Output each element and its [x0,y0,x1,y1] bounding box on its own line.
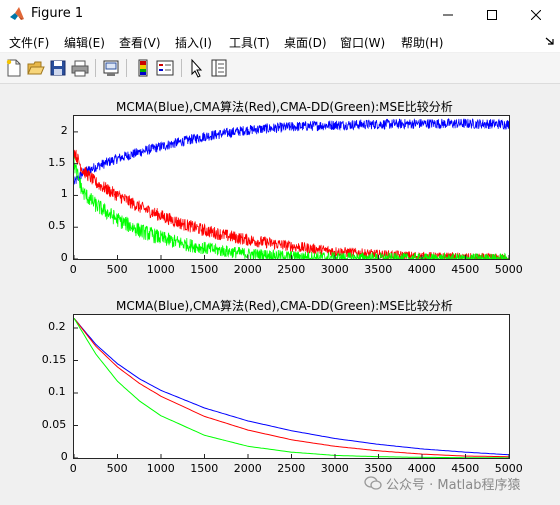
minimize-button[interactable] [426,0,470,30]
x-tick-label: 2000 [233,462,262,475]
link-plot-icon[interactable] [101,58,121,78]
x-tick-label: 2500 [277,462,306,475]
menu-edit[interactable]: 编辑(E) [64,36,105,50]
minimize-icon [443,14,453,16]
menu-desktop[interactable]: 桌面(D) [284,36,327,50]
print-icon[interactable] [70,58,90,78]
series-line-3 [74,318,509,458]
x-tick-label: 3500 [364,263,393,276]
subplot-1-axes[interactable] [73,115,510,260]
x-tick-label: 3000 [320,263,349,276]
x-tick-label: 0 [69,462,77,475]
colorbar-icon[interactable] [133,58,153,78]
x-tick-label: 3500 [364,462,393,475]
property-inspector-icon[interactable] [209,58,229,78]
x-tick-label: 1500 [190,462,219,475]
y-tick-label: 0.15 [41,352,67,366]
series-line-1 [74,118,509,185]
y-tick-label: 0.1 [48,385,66,398]
window-title: Figure 1 [31,6,84,21]
menu-window[interactable]: 窗口(W) [340,36,386,50]
maximize-icon [487,10,497,20]
toolbar-separator [95,59,96,77]
title-bar: Figure 1 [0,0,560,30]
y-tick-label: 0.05 [41,417,67,431]
subplot-2-title: MCMA(Blue),CMA算法(Red),CMA-DD(Green):MSE比… [116,299,453,313]
menu-bar: 文件(F) 编辑(E) 查看(V) 插入(I) 工具(T) 桌面(D) 窗口(W… [0,30,560,52]
y-tick-label: 0.5 [48,219,66,233]
x-tick-label: 4500 [451,263,480,276]
menu-insert[interactable]: 插入(I) [175,36,212,50]
x-tick-label: 500 [106,263,128,276]
x-tick-label: 2000 [233,263,262,276]
x-tick-label: 2500 [277,263,306,276]
series-line-2 [74,317,509,458]
y-tick-label: 1.5 [48,155,66,169]
subplot-1-plot [74,118,509,259]
close-icon [531,10,541,20]
y-tick-label: 1 [60,187,68,201]
menu-view[interactable]: 查看(V) [119,36,161,50]
open-file-icon[interactable] [26,58,46,78]
series-line-1 [74,317,509,456]
x-tick-label: 5000 [494,462,523,475]
series-line-3 [74,156,509,259]
series-line-2 [74,149,509,259]
x-tick-label: 0 [69,263,77,276]
dock-arrow-icon[interactable] [545,36,555,46]
figure-canvas: MCMA(Blue),CMA算法(Red),CMA-DD(Green):MSE比… [0,84,560,505]
x-tick-label: 4000 [407,263,436,276]
wechat-icon [364,476,382,490]
subplot-2-plot [74,317,509,458]
legend-icon[interactable] [155,58,175,78]
new-figure-icon[interactable] [4,58,24,78]
close-button[interactable] [514,0,558,30]
x-tick-label: 500 [106,462,128,475]
maximize-button[interactable] [470,0,514,30]
y-tick-label: 0 [60,450,68,463]
save-icon[interactable] [48,58,68,78]
y-tick-label: 2 [60,123,68,137]
toolbar-separator [181,59,182,77]
x-tick-label: 1000 [146,263,175,276]
menu-tools[interactable]: 工具(T) [229,36,270,50]
figure-toolbar [0,53,560,84]
y-tick-label: 0.2 [48,320,66,333]
menu-help[interactable]: 帮助(H) [401,36,444,50]
subplot-1-title: MCMA(Blue),CMA算法(Red),CMA-DD(Green):MSE比… [116,100,453,114]
subplot-2-axes[interactable] [73,314,510,459]
x-tick-label: 1000 [146,462,175,475]
menu-file[interactable]: 文件(F) [9,36,50,50]
x-tick-label: 5000 [494,263,523,276]
x-tick-label: 1500 [190,263,219,276]
y-tick-label: 0 [60,251,68,264]
matlab-logo-icon [10,7,24,20]
x-tick-label: 4500 [451,462,480,475]
toolbar-separator [126,59,127,77]
watermark-text: 公众号 · Matlab程序猿 [386,478,521,493]
x-tick-label: 4000 [407,462,436,475]
x-tick-label: 3000 [320,462,349,475]
edit-plot-icon[interactable] [187,58,207,78]
